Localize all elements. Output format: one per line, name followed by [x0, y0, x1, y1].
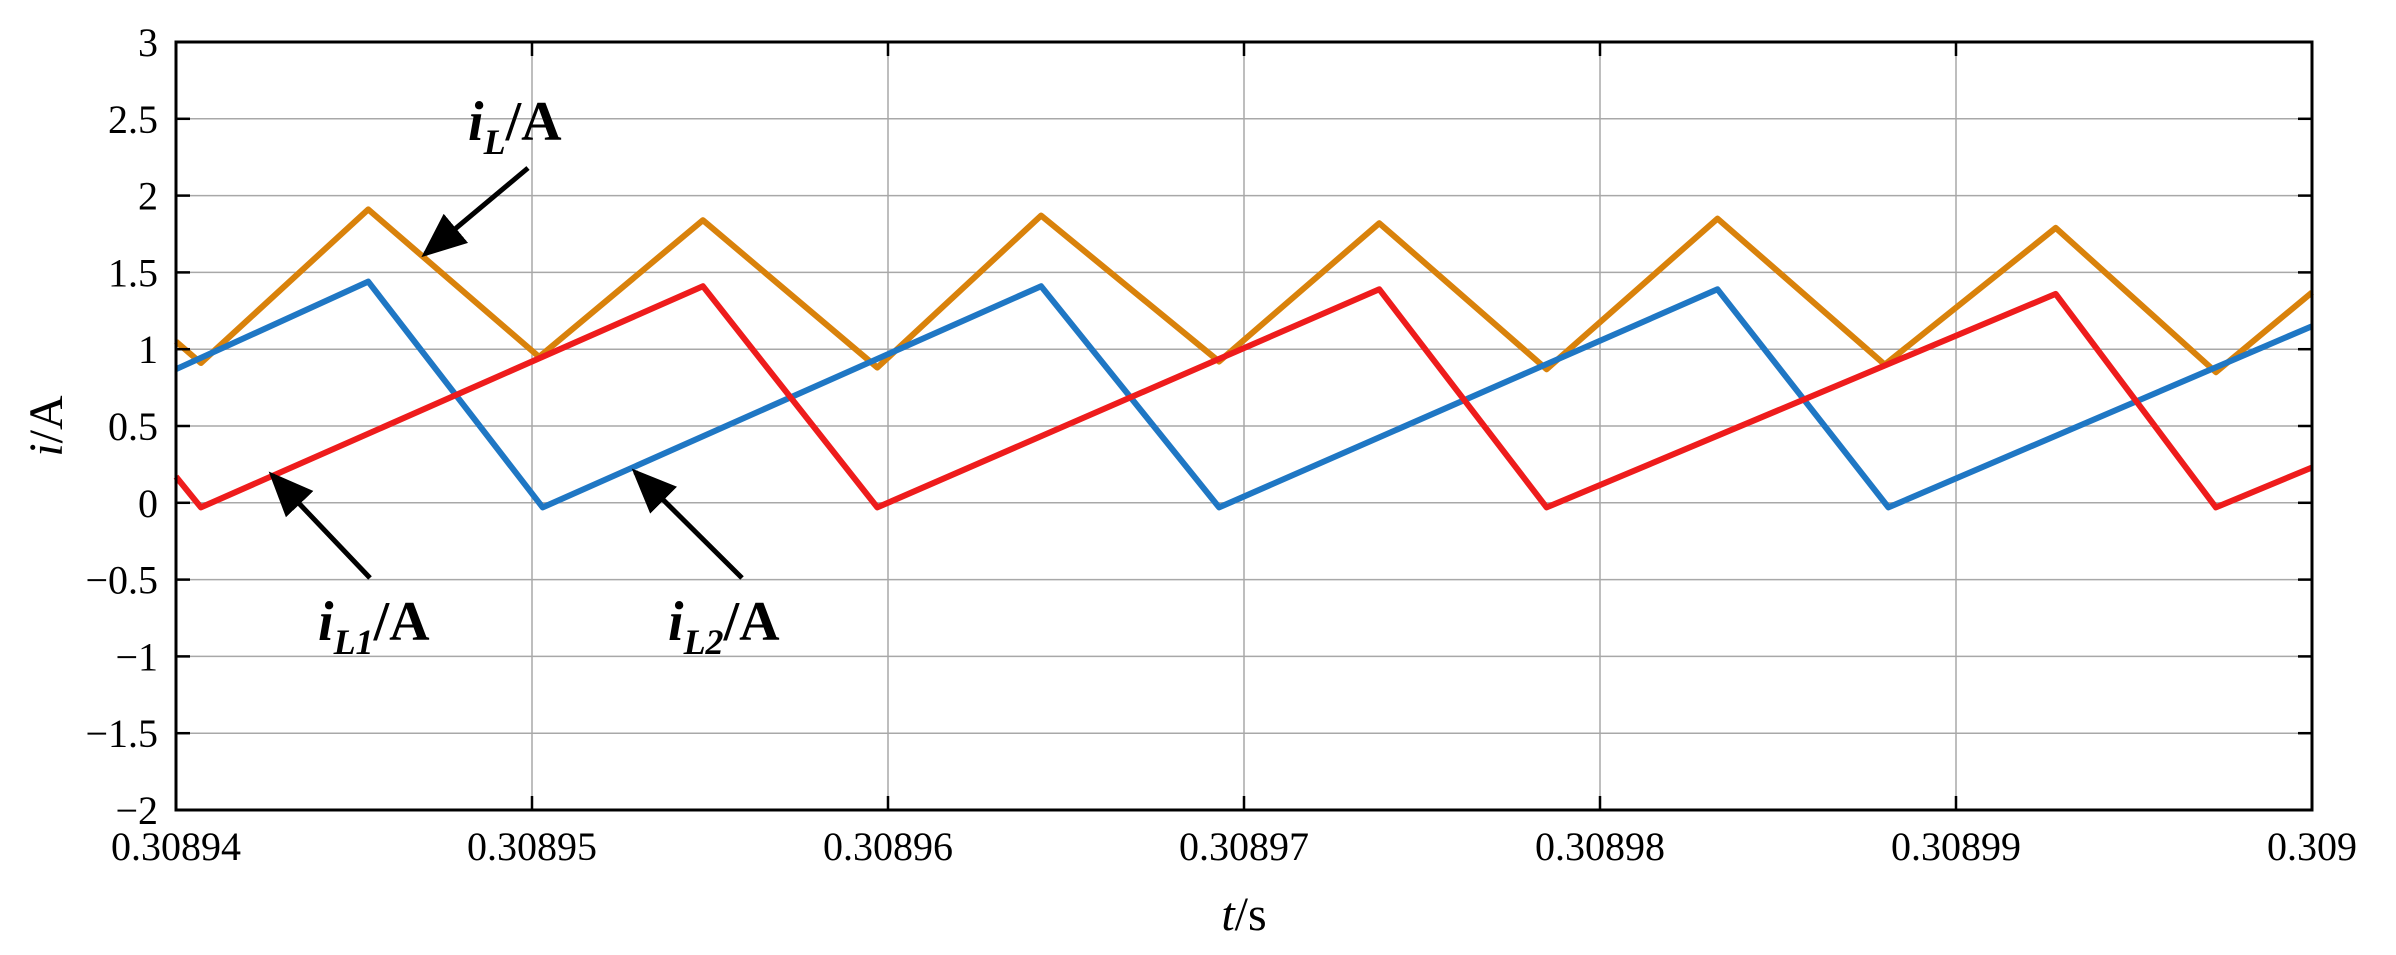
- x-tick-label: 0.30898: [1535, 824, 1665, 869]
- x-tick-label: 0.30895: [467, 824, 597, 869]
- series-line-il2: [173, 283, 2314, 511]
- y-tick-label: −2: [115, 788, 158, 833]
- tick-labels: 0.30894 0.30895 0.30896 0.30897 0.30898 0.308…: [85, 20, 2357, 869]
- annotation-label-il1: iL1/A: [318, 591, 430, 662]
- series-layer: [173, 206, 2314, 511]
- x-axis-label-unit: /s: [1235, 888, 1267, 941]
- x-axis-label-var: t: [1221, 888, 1236, 941]
- y-axis-label-unit: /A: [20, 395, 73, 443]
- y-tick-label: 2: [138, 174, 158, 219]
- y-tick-label: −1: [115, 634, 158, 679]
- y-axis-label-var: i: [20, 443, 73, 456]
- x-tick-label: 0.30899: [1891, 824, 2021, 869]
- y-axis-label: i/A: [20, 395, 73, 457]
- annotation-arrow-il: [421, 166, 530, 258]
- y-tick-label: 0.5: [108, 404, 158, 449]
- x-tick-label: 0.30897: [1179, 824, 1309, 869]
- y-tick-label: −1.5: [85, 711, 158, 756]
- x-tick-label: 0.30896: [823, 824, 953, 869]
- annotation-arrow-il2: [631, 468, 744, 580]
- annotation-label-il2: iL2/A: [668, 591, 780, 662]
- y-tick-label: 0: [138, 481, 158, 526]
- ticks: [174, 40, 2314, 812]
- annotation-label-il: iL/A: [468, 91, 562, 162]
- x-axis-label: t/s: [1221, 888, 1266, 941]
- annotations: iL/A iL1/A iL2/A: [268, 91, 780, 662]
- y-tick-label: −0.5: [85, 558, 158, 603]
- y-tick-label: 3: [138, 20, 158, 65]
- annotation-arrow-il1: [268, 471, 372, 580]
- x-tick-label: 0.309: [2267, 824, 2357, 869]
- y-tick-label: 1: [138, 327, 158, 372]
- x-tick-label: 0.30894: [111, 824, 241, 869]
- y-tick-label: 2.5: [108, 97, 158, 142]
- y-tick-label: 1.5: [108, 250, 158, 295]
